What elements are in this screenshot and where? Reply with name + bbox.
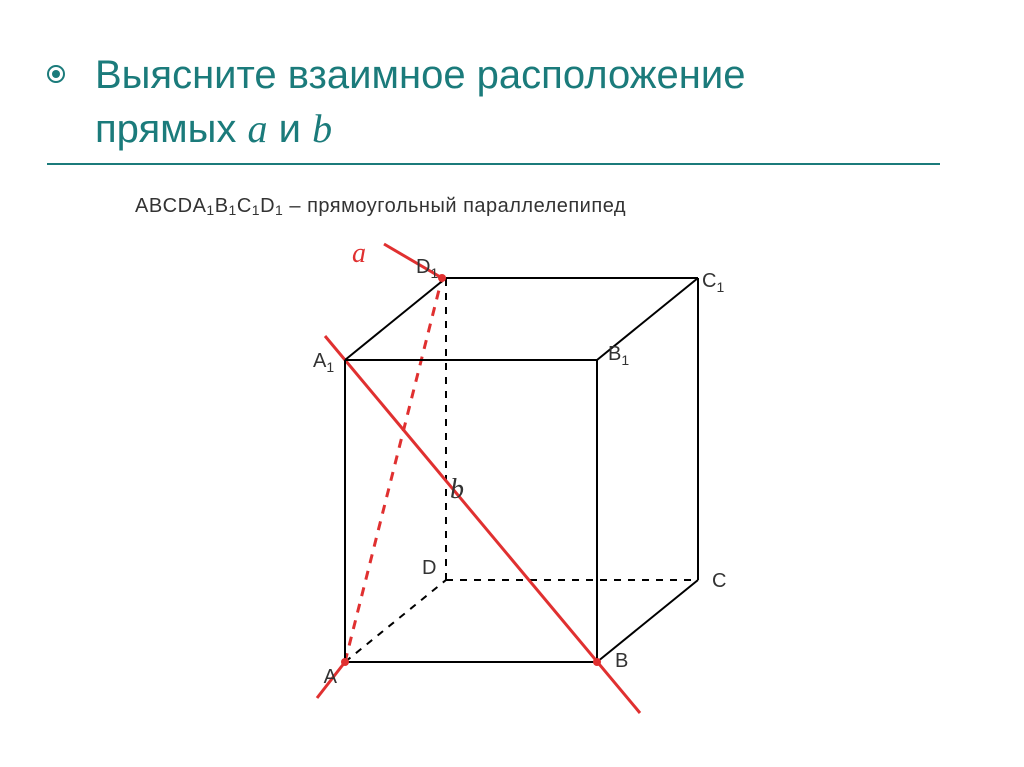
label-C: C — [712, 570, 726, 592]
edge-dashed-A-D — [345, 580, 446, 662]
label-line-a: a — [352, 238, 366, 269]
label-line-b: b — [450, 474, 464, 505]
point-A — [341, 658, 349, 666]
line-a-dashed — [345, 278, 442, 662]
label-D1: D1 — [416, 256, 438, 281]
label-A: A — [324, 666, 338, 688]
point-B — [593, 658, 601, 666]
label-C1: C1 — [702, 270, 724, 295]
geometry-diagram: A B C D A1 B1 C1 D1 a b — [0, 0, 1024, 767]
point-mid-top — [438, 274, 446, 282]
edge-D1-A1 — [345, 278, 446, 360]
label-B: B — [615, 650, 628, 672]
line-b — [325, 336, 640, 713]
label-B1: B1 — [608, 343, 629, 368]
edge-B-C — [597, 580, 698, 662]
label-A1: A1 — [313, 350, 334, 375]
label-D: D — [422, 557, 436, 579]
